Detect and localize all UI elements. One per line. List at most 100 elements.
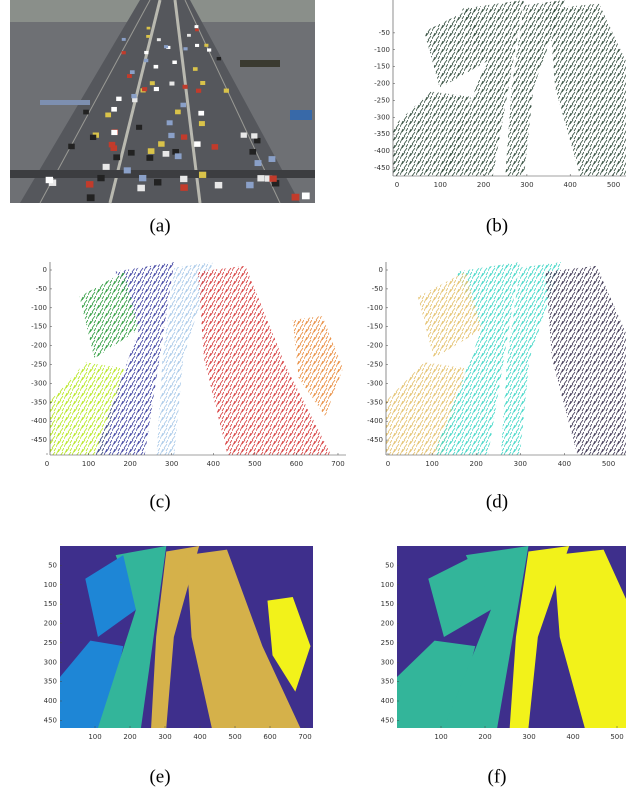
car (144, 59, 148, 62)
car (215, 182, 222, 188)
car (195, 29, 199, 32)
car (249, 149, 256, 155)
car (269, 156, 276, 162)
x-tick-label: 700 (298, 733, 311, 741)
car (130, 70, 135, 74)
x-tick-label: 500 (610, 733, 623, 741)
x-tick-label: 0 (45, 460, 49, 468)
y-tick-label: -400 (374, 147, 390, 155)
y-tick-label: 250 (381, 639, 394, 647)
x-tick-label: 0 (395, 181, 399, 189)
caption: (f) (488, 766, 507, 787)
y-tick-label: 50 (48, 561, 57, 569)
y-tick-label: -400 (367, 417, 383, 425)
car (180, 184, 188, 191)
y-tick-label: -50 (36, 285, 47, 293)
y-tick-label: 300 (44, 658, 57, 666)
y-tick-label: -250 (31, 361, 47, 369)
caption: (c) (149, 491, 170, 512)
car (180, 176, 187, 182)
car (251, 133, 257, 138)
x-tick-label: 100 (425, 460, 438, 468)
car (212, 144, 219, 150)
car (175, 153, 182, 159)
traffic-photo (10, 0, 315, 203)
car (302, 193, 310, 200)
region (546, 266, 626, 455)
y-tick-label: 350 (44, 678, 57, 686)
x-tick-label: 500 (248, 460, 261, 468)
car (198, 111, 204, 116)
car (194, 26, 198, 29)
y-tick-label: -200 (31, 342, 47, 350)
region (549, 4, 626, 176)
car (199, 121, 205, 126)
car (97, 175, 104, 181)
car (111, 107, 117, 112)
car (193, 67, 198, 71)
car (169, 82, 174, 86)
car (194, 141, 200, 146)
car (128, 150, 135, 156)
x-tick-label: 300 (514, 460, 527, 468)
x-tick-label: 100 (434, 733, 447, 741)
car (200, 81, 205, 85)
y-tick-label: -150 (31, 323, 47, 331)
x-tick-label: 300 (158, 733, 171, 741)
car (164, 45, 168, 48)
car (167, 120, 173, 125)
car (154, 87, 159, 91)
car (180, 103, 186, 108)
y-tick-label: 150 (381, 600, 394, 608)
car (207, 48, 211, 51)
y-tick-label: 450 (381, 716, 394, 724)
y-tick-label: 50 (385, 561, 394, 569)
car (196, 89, 201, 93)
car (175, 110, 181, 115)
y-tick-label: -100 (367, 304, 383, 312)
car (254, 138, 260, 143)
car (154, 65, 159, 69)
car (172, 61, 176, 64)
car (241, 133, 247, 138)
x-tick-label: 300 (520, 181, 533, 189)
car (163, 151, 170, 157)
car (68, 144, 75, 150)
y-tick-label: -300 (367, 379, 383, 387)
car (146, 35, 150, 38)
y-tick-label: -200 (374, 80, 390, 88)
x-tick-label: 100 (82, 460, 95, 468)
car (111, 130, 117, 135)
y-tick-label: 100 (381, 581, 394, 589)
x-tick-label: 300 (165, 460, 178, 468)
y-tick-label: -150 (367, 323, 383, 331)
y-tick-label: 250 (44, 639, 57, 647)
y-tick-label: 400 (44, 697, 57, 705)
car (150, 81, 155, 85)
y-tick-label: -450 (374, 164, 390, 172)
x-tick-label: 0 (386, 460, 390, 468)
car (122, 51, 126, 54)
x-tick-label: 300 (522, 733, 535, 741)
car (139, 175, 146, 181)
x-tick-label: 100 (434, 181, 447, 189)
car (183, 47, 187, 50)
car (199, 172, 206, 178)
caption: (b) (486, 215, 508, 236)
y-tick-label: 150 (44, 600, 57, 608)
y-tick-label: -300 (31, 379, 47, 387)
y-tick-label: 0 (379, 266, 383, 274)
car (154, 179, 161, 185)
car (103, 164, 110, 170)
y-tick-label: 400 (381, 697, 394, 705)
car (144, 51, 148, 54)
y-tick-label: -50 (372, 285, 383, 293)
x-tick-label: 200 (477, 181, 490, 189)
x-tick-label: 400 (193, 733, 206, 741)
x-tick-label: 600 (263, 733, 276, 741)
y-tick-label: -300 (374, 113, 390, 121)
y-tick-label: 350 (381, 678, 394, 686)
car (292, 194, 300, 201)
x-tick-label: 400 (558, 460, 571, 468)
car (257, 175, 264, 181)
